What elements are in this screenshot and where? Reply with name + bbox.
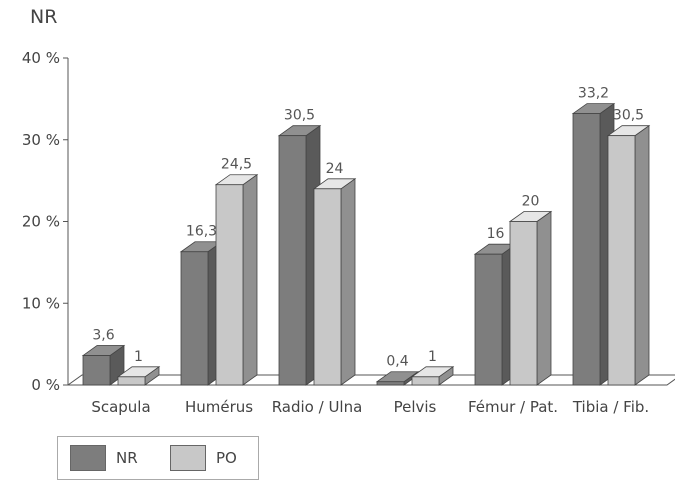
bar-front [607,135,636,386]
bar-po-tibia-fib [606,124,651,386]
bar-value-label: 0,4 [386,354,408,370]
bar-side [634,124,650,386]
bar-value-label: 3,6 [92,328,114,344]
bar-po-femur-pat [508,210,553,386]
x-category-label: Tibia / Fib. [572,398,649,416]
bar-front [180,251,209,386]
x-category-label: Scapula [91,398,150,416]
legend-label-nr: NR [116,449,138,467]
bar-front [376,381,405,386]
legend-item-po: PO [170,445,237,471]
bar-value-label: 24 [326,161,344,177]
bar-value-label: 1 [134,349,143,365]
chart-title: NR [30,6,58,28]
bar-side [242,173,258,386]
bar-value-label: 16,3 [186,224,217,240]
y-tick-label: 40 % [22,49,60,67]
bar-front [215,184,244,386]
bar-value-label: 1 [428,349,437,365]
bar-po-scapula [116,366,161,386]
bar-value-label: 20 [522,194,540,210]
bar-value-label: 24,5 [221,157,252,173]
bar-value-label: 30,5 [613,108,644,124]
y-tick-label: 0 % [31,376,60,394]
legend-item-nr: NR [70,445,138,471]
bar-po-pelvis [410,366,455,386]
bar-front [509,221,538,386]
bar-side [340,178,356,386]
x-category-label: Pelvis [394,398,437,416]
bar-front [313,188,342,386]
bar-front [82,355,111,386]
legend-swatch-po [170,445,206,471]
x-category-label: Radio / Ulna [272,398,363,416]
bar-po-radio-ulna [312,178,357,386]
bar-front [474,253,503,386]
x-category-label: Fémur / Pat. [468,398,558,416]
y-tick-label: 10 % [22,294,60,312]
bar-side [536,210,552,386]
bar-front [117,376,146,386]
bar-nr-scapula [81,344,126,386]
y-tick-label: 20 % [22,213,60,231]
bar-po-humerus [214,173,259,386]
legend-label-po: PO [216,449,237,467]
legend: NR PO [57,436,259,480]
x-category-label: Humérus [185,398,253,416]
bar-value-label: 16 [487,226,505,242]
bar-front [572,113,601,386]
bar-value-label: 30,5 [284,108,315,124]
bar-front [278,135,307,386]
bar-value-label: 33,2 [578,86,609,102]
legend-swatch-nr [70,445,106,471]
bar-front [411,376,440,386]
y-tick-label: 30 % [22,131,60,149]
